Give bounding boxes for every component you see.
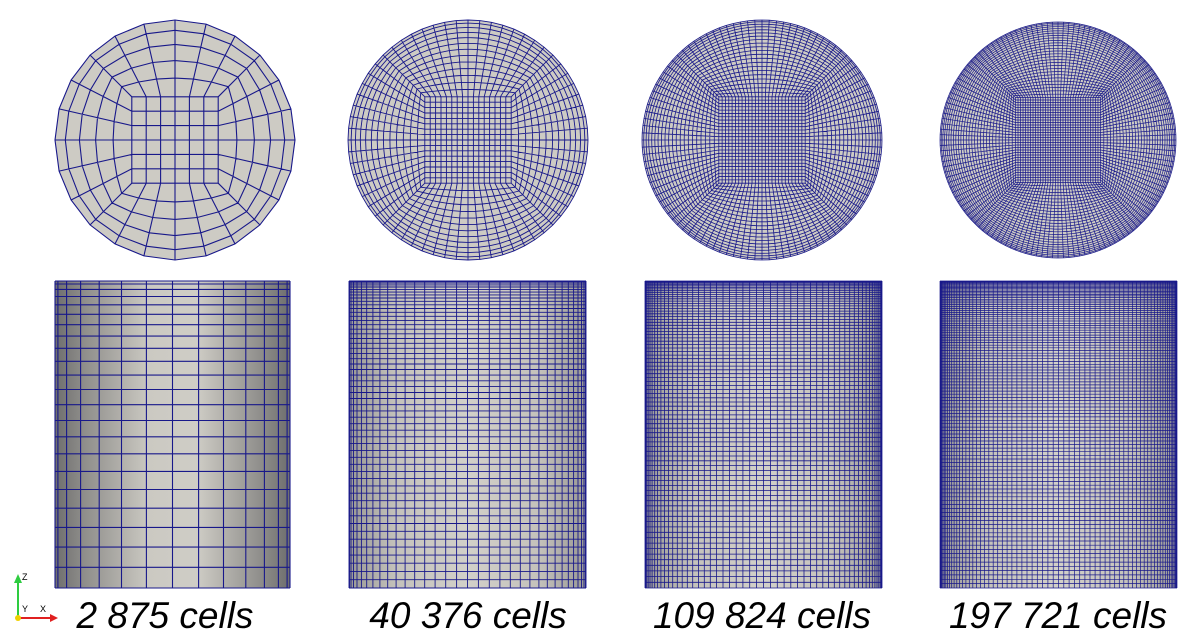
cell-count-label: 2 875 cells xyxy=(76,595,254,636)
y-axis xyxy=(15,615,21,621)
page: Z Y X 2 875 cells 40 376 cells 109 824 cel… xyxy=(0,0,1188,639)
disc-mesh xyxy=(642,20,882,260)
x-arrow xyxy=(50,614,58,622)
z-label: Z xyxy=(22,572,28,582)
axis-triad: Z Y X xyxy=(14,572,58,622)
figure: Z Y X 2 875 cells 40 376 cells 109 824 cel… xyxy=(0,0,1188,639)
cell-count-label: 197 721 cells xyxy=(949,595,1167,636)
z-arrow xyxy=(14,574,22,583)
disc-mesh xyxy=(348,20,588,260)
disc-mesh xyxy=(55,20,295,260)
disc-mesh xyxy=(940,22,1176,258)
cell-count-label: 40 376 cells xyxy=(369,595,566,636)
x-label: X xyxy=(40,604,46,614)
y-label: Y xyxy=(22,604,28,614)
cell-count-label: 109 824 cells xyxy=(653,595,871,636)
